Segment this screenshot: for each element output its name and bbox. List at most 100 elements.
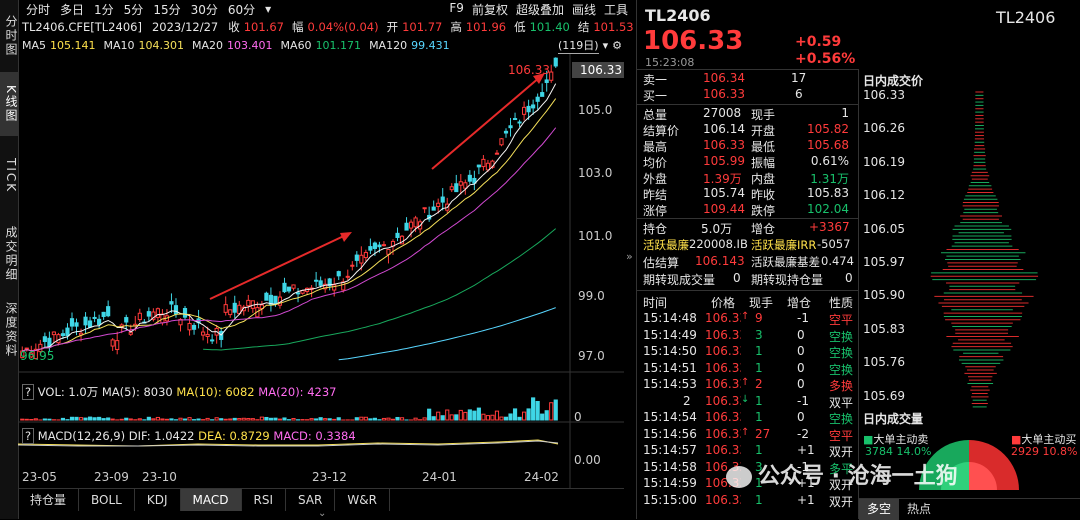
price-tick: 99.0 <box>578 289 605 303</box>
tab-kline[interactable]: K线图 <box>0 72 18 136</box>
inc-label: 增仓 <box>751 220 775 237</box>
low-label: 低 <box>514 19 526 35</box>
col-time: 时间 <box>643 294 667 311</box>
candle-body <box>111 340 114 346</box>
candle-body <box>138 313 141 319</box>
x-tick: 24-02 <box>524 470 559 484</box>
kline-chart[interactable]: 105.0 103.0 101.0 99.0 97.0 106.33 106.3… <box>18 54 624 488</box>
period-dropdown-icon[interactable]: ▾ <box>265 2 271 16</box>
candle-body <box>75 323 78 326</box>
period-3[interactable]: 1分 <box>94 1 114 18</box>
volume-bar <box>509 414 512 420</box>
f9-button[interactable]: F9 <box>449 1 464 18</box>
volume-bar <box>391 419 394 420</box>
trade-time: 15:14:58 <box>643 460 697 474</box>
watermark-text: 公众号 · 沧海一土狗 <box>758 464 958 489</box>
period-5[interactable]: 15分 <box>153 1 180 18</box>
tab-boll[interactable]: BOLL <box>79 489 135 511</box>
stat-row: 最高 106.33 最低 105.68 <box>641 138 855 154</box>
trade-type: 双开 <box>829 493 853 510</box>
volume-bar <box>61 418 64 420</box>
change-value: 0.04%(0.04) <box>307 20 378 34</box>
stat-value: 27008 <box>703 106 741 120</box>
trade-oi: +1 <box>797 493 815 507</box>
ask-row[interactable]: 卖一 106.34 17 <box>641 71 855 87</box>
tab-open-interest[interactable]: 持仓量 <box>18 489 79 511</box>
candle-body <box>247 300 250 305</box>
ma20-label: MA20 <box>192 39 223 52</box>
adjust-button[interactable]: 前复权 <box>472 1 508 18</box>
big-buy-values: 2929 10.8% <box>1011 445 1077 458</box>
chevron-down-icon[interactable]: ⌄ <box>318 508 326 519</box>
tab-sar[interactable]: SAR <box>286 489 335 511</box>
volume-bar <box>523 412 526 420</box>
tab-kdj[interactable]: KDJ <box>135 489 181 511</box>
hold-value: 5.0万 <box>701 220 732 237</box>
period-1[interactable]: 分时 <box>26 1 50 18</box>
settle-value: 101.53 <box>593 20 633 34</box>
stat-value: 105.83 <box>807 186 849 200</box>
settings-icon[interactable]: ⚙ <box>612 39 622 52</box>
candle-body <box>156 309 159 318</box>
tab-wr[interactable]: W&R <box>335 489 390 511</box>
tab-depth[interactable]: 深度资料 <box>0 292 18 368</box>
stat-label: 开盘 <box>751 122 775 139</box>
period-7[interactable]: 60分 <box>228 1 255 18</box>
period-4[interactable]: 5分 <box>124 1 144 18</box>
bid-row[interactable]: 买一 106.33 6 <box>641 87 855 103</box>
period-2[interactable]: 多日 <box>60 1 84 18</box>
trade-row: 15:14:50 106.33 1 0 空换 <box>641 344 857 360</box>
volume-bar <box>170 419 173 420</box>
low-marker: 96.95 <box>20 349 54 363</box>
tab-macd[interactable]: MACD <box>181 489 242 511</box>
trade-price: 106.33 <box>705 361 741 375</box>
collapse-icon[interactable]: » <box>626 250 636 263</box>
vol-value: VOL: 1.0万 <box>38 385 98 399</box>
col-volume: 现手 <box>749 294 773 311</box>
tab-rsi[interactable]: RSI <box>242 489 287 511</box>
help-icon[interactable]: ? <box>22 428 34 444</box>
tab-timeshare[interactable]: 分时图 <box>0 0 18 72</box>
days-selector[interactable]: (119日) <box>558 37 599 54</box>
draw-button[interactable]: 画线 <box>572 1 596 18</box>
volume-bar <box>455 415 458 420</box>
ctd-value: 220008.IB <box>689 237 748 251</box>
volume-bar <box>513 409 516 420</box>
help-icon[interactable]: ? <box>22 384 34 400</box>
dist-tick: 106.05 <box>863 222 905 236</box>
overlay-button[interactable]: 超级叠加 <box>516 1 564 18</box>
trade-arrow: ↓ <box>741 394 749 405</box>
trend-arrow-2 <box>432 73 545 169</box>
settle-label: 结 <box>578 19 590 35</box>
period-toolbar: 分时 多日 1分 5分 15分 30分 60分 ▾ F9 前复权 超级叠加 画线… <box>18 0 632 18</box>
volume-bar <box>247 419 250 420</box>
hold-row: 持仓 5.0万 增仓 +3367 <box>641 220 855 236</box>
candle-body <box>287 287 290 291</box>
ma-line <box>339 308 556 360</box>
candle-body <box>188 323 191 329</box>
ask-label: 卖一 <box>643 71 667 88</box>
volume-bar <box>88 417 91 420</box>
quote-change-pct: +0.56% <box>795 51 855 67</box>
candle-body <box>296 293 299 294</box>
bid-label: 买一 <box>643 87 667 104</box>
tools-button[interactable]: 工具 <box>604 1 628 18</box>
volume-bar <box>224 419 227 420</box>
stat-value: 1 <box>841 106 849 120</box>
period-6[interactable]: 30分 <box>191 1 218 18</box>
volume-bar <box>337 418 340 420</box>
quote-price: 106.33 <box>643 26 743 56</box>
stat-label: 均价 <box>643 154 667 171</box>
x-tick: 24-01 <box>422 470 457 484</box>
volume-bar <box>25 419 28 420</box>
trade-oi: -2 <box>797 427 809 441</box>
stat-row: 均价 105.99 振幅 0.61% <box>641 154 855 170</box>
tab-hotspot[interactable]: 热点 <box>899 499 939 520</box>
tab-tick[interactable]: TICK <box>0 136 18 216</box>
tab-trade-detail[interactable]: 成交明细 <box>0 216 18 292</box>
volume-bar <box>229 419 232 420</box>
tab-longshort[interactable]: 多空 <box>859 499 899 520</box>
est-row: 估结算 106.143 活跃最廉基差 0.474 <box>641 254 855 270</box>
candle-body <box>364 253 367 258</box>
chevron-down-icon[interactable]: ▾ <box>603 39 609 52</box>
